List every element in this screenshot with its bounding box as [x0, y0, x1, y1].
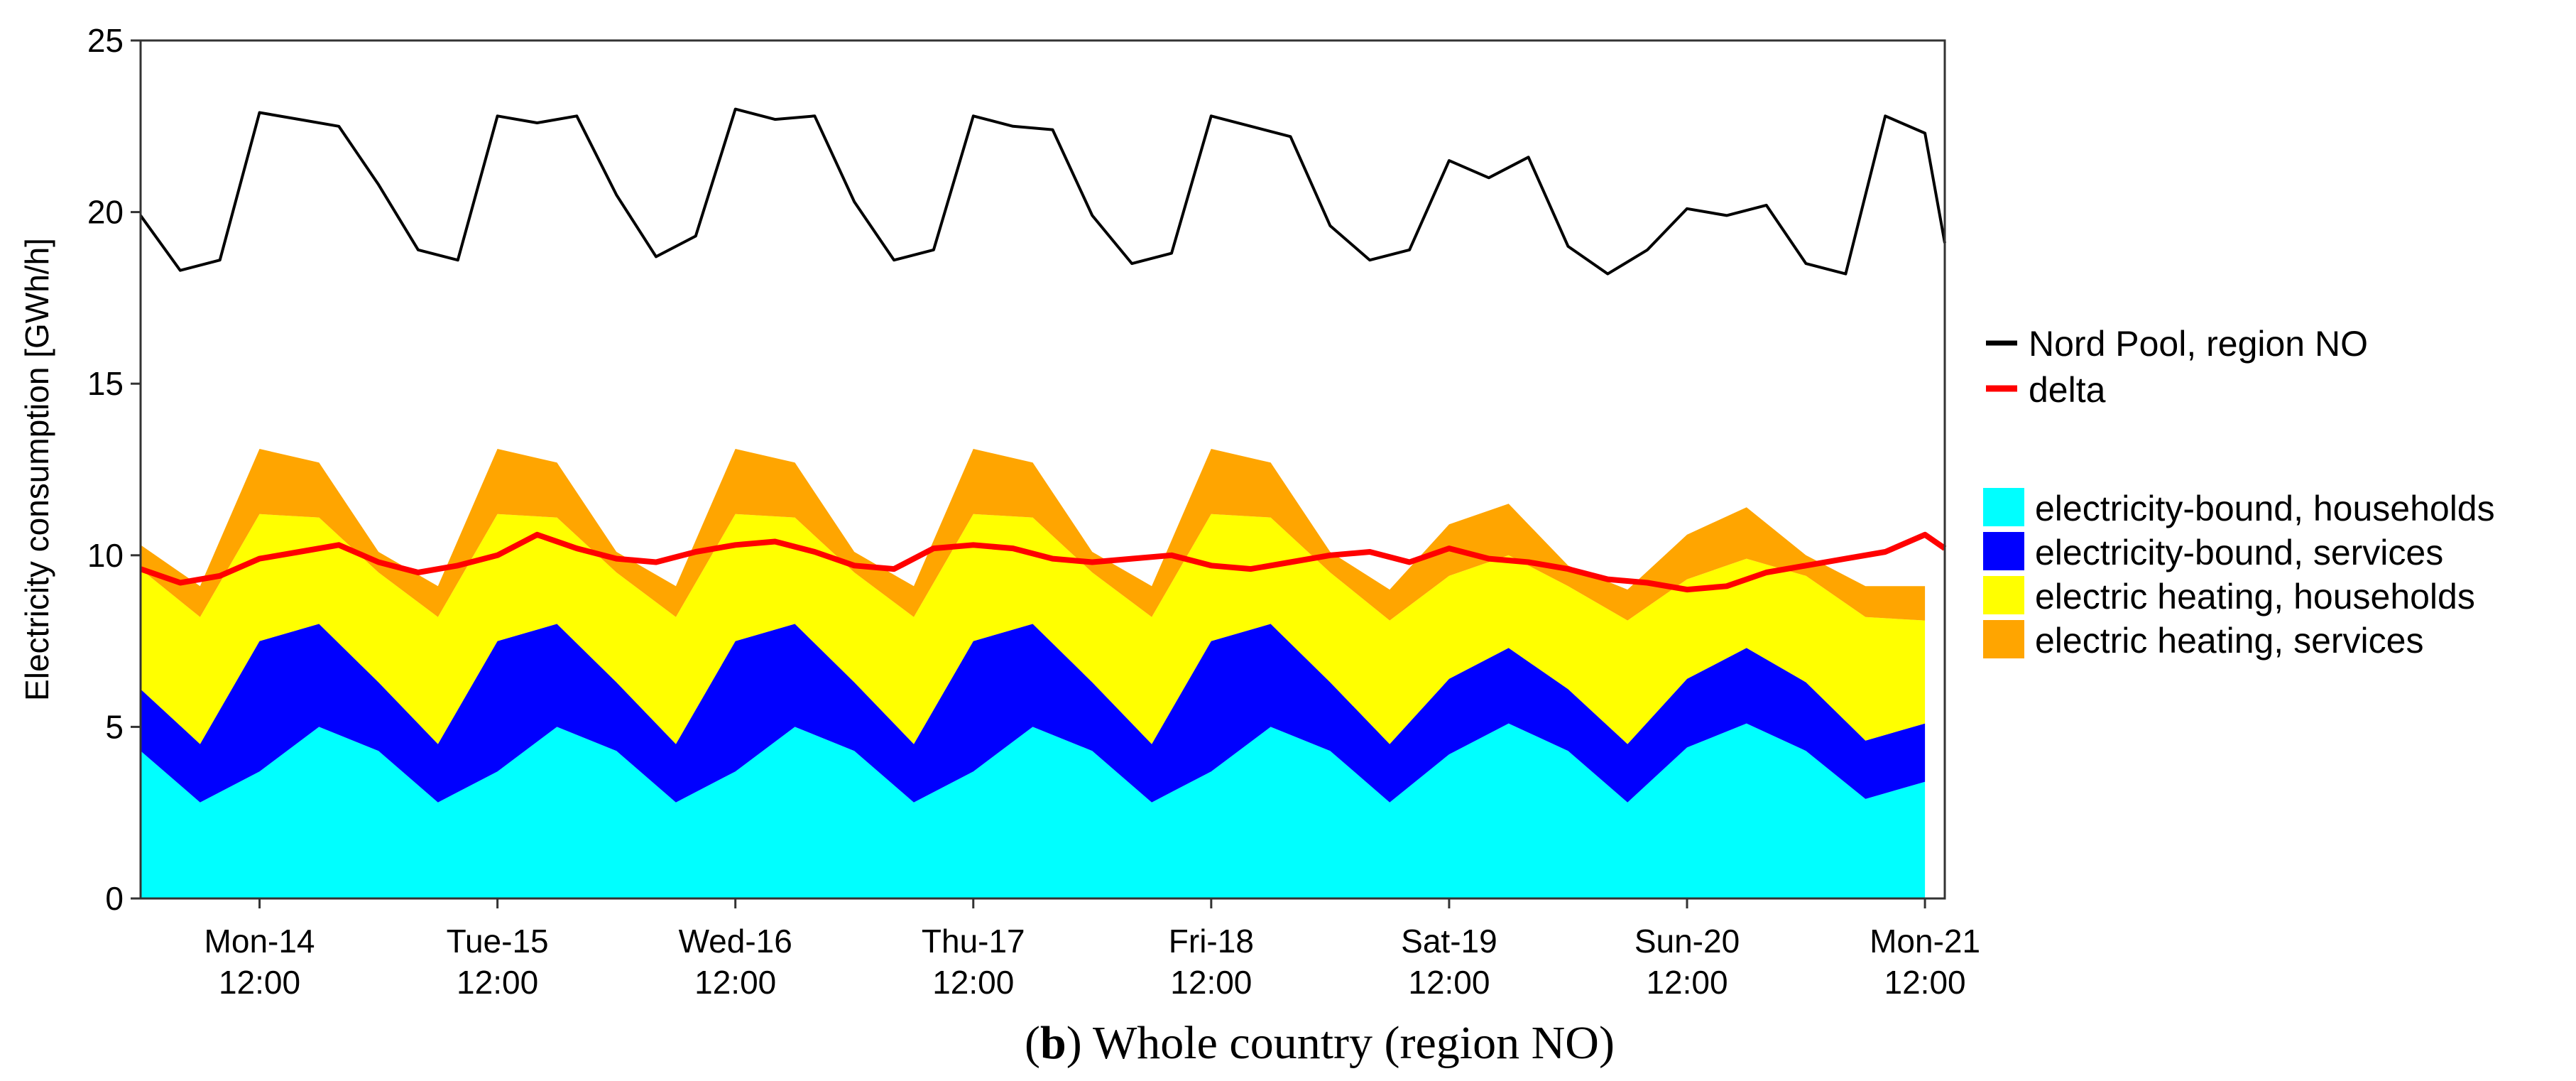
- x-tick-day-label: Sat-19: [1401, 923, 1497, 960]
- x-tick-day-label: Sun-20: [1634, 923, 1740, 960]
- stacked-areas: [141, 449, 1926, 898]
- legend-label-electricity-bound-households: electricity-bound, households: [2035, 489, 2495, 528]
- legend-swatch-electricity-bound-services: [1983, 532, 2024, 570]
- figure-caption: (b) Whole country (region NO): [1025, 1017, 1615, 1069]
- x-tick-time-label: 12:00: [1170, 964, 1252, 1001]
- x-tick-day-label: Mon-21: [1870, 923, 1980, 960]
- line-delta: [139, 531, 1947, 593]
- legend-label-electric-heating-services: electric heating, services: [2035, 621, 2423, 661]
- y-tick-label: 5: [105, 708, 124, 745]
- area-electricity-bound-households: [141, 723, 1926, 898]
- legend-swatch-electricity-bound-households: [1983, 488, 2024, 526]
- legend-label-delta: delta: [2029, 370, 2106, 410]
- plot-area: [139, 107, 1947, 898]
- y-tick-label: 0: [105, 880, 124, 917]
- y-tick-label: 10: [87, 537, 124, 574]
- legend-label-nord-pool: Nord Pool, region NO: [2029, 324, 2368, 364]
- area-electric-heating-services: [141, 449, 1926, 621]
- line-series: [139, 107, 1947, 593]
- x-tick-time-label: 12:00: [932, 964, 1014, 1001]
- x-tick-day-label: Fri-18: [1169, 923, 1254, 960]
- plot-frame: [139, 39, 1946, 900]
- line-nord-pool-region-no: [139, 107, 1946, 276]
- legend-swatch-electric-heating-services: [1983, 620, 2024, 658]
- x-tick-time-label: 12:00: [219, 964, 300, 1001]
- area-electricity-bound-services: [141, 624, 1926, 803]
- x-tick-day-label: Thu-17: [922, 923, 1025, 960]
- x-tick-time-label: 12:00: [694, 964, 776, 1001]
- y-tick-label: 15: [87, 365, 124, 402]
- x-tick-day-label: Tue-15: [447, 923, 549, 960]
- y-tick-label: 25: [87, 22, 124, 59]
- x-tick-time-label: 12:00: [1646, 964, 1728, 1001]
- x-tick-day-label: Mon-14: [204, 923, 315, 960]
- area-electric-heating-households: [141, 514, 1926, 744]
- x-tick-day-label: Wed-16: [679, 923, 792, 960]
- legend-swatch-electric-heating-households: [1983, 576, 2024, 614]
- y-tick-label: 20: [87, 194, 124, 231]
- legend-label-electric-heating-households: electric heating, households: [2035, 577, 2475, 616]
- caption-letter: b: [1040, 1017, 1066, 1069]
- legend: Nord Pool, region NO delta electricity-b…: [1983, 324, 2495, 661]
- caption-text: Whole country (region NO): [1093, 1017, 1615, 1069]
- legend-label-electricity-bound-services: electricity-bound, services: [2035, 533, 2443, 572]
- x-tick-time-label: 12:00: [457, 964, 538, 1001]
- y-axis: 0 5 10 15 20 25: [87, 22, 141, 917]
- x-axis: Mon-14 12:00 Tue-15 12:00 Wed-16 12:00 Thu-17 1…: [204, 898, 1980, 1001]
- x-tick-time-label: 12:00: [1408, 964, 1490, 1001]
- x-tick-time-label: 12:00: [1884, 964, 1966, 1001]
- y-axis-label: Electricity consumption [GWh/h]: [18, 238, 55, 701]
